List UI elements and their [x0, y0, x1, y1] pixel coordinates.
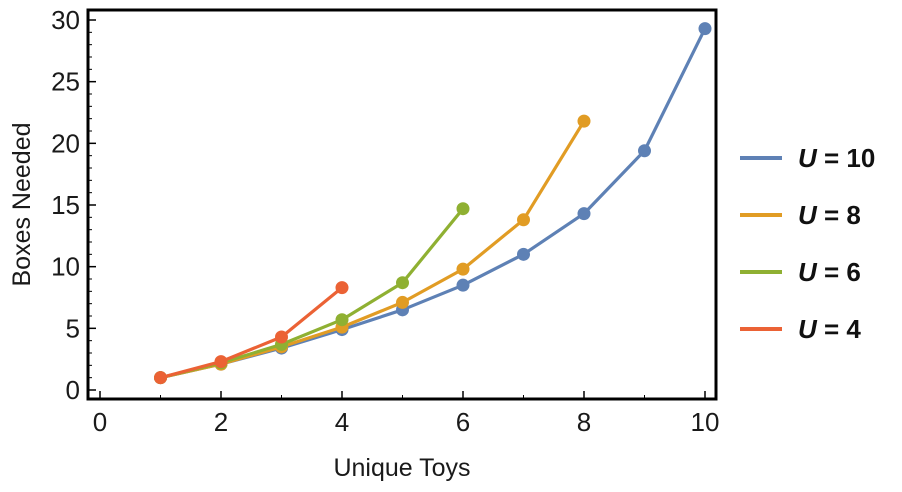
legend-item: U = 6	[740, 257, 861, 287]
x-tick-label: 10	[691, 407, 720, 437]
series-line	[160, 286, 344, 380]
legend-variable: U	[798, 200, 818, 230]
legend-value: = 8	[817, 200, 861, 230]
legend-variable: U	[798, 314, 818, 344]
data-point	[154, 371, 167, 385]
legend-item: U = 4	[740, 314, 861, 344]
x-tick-label: 6	[456, 407, 470, 437]
y-tick-label: 10	[51, 252, 80, 282]
data-point	[396, 295, 409, 309]
y-tick-label: 0	[66, 375, 80, 405]
data-point	[638, 144, 651, 158]
legend-item: U = 10	[740, 143, 875, 173]
plot-frame	[86, 8, 718, 401]
data-point	[456, 278, 470, 292]
data-point	[396, 276, 409, 290]
legend-value: = 4	[817, 314, 862, 344]
data-point	[335, 281, 349, 295]
data-point	[335, 313, 349, 327]
legend-label: U = 4	[798, 314, 861, 344]
data-point	[275, 330, 288, 344]
x-axis-label: Unique Toys	[333, 454, 470, 482]
x-tick-label: 0	[93, 407, 107, 437]
data-point	[517, 247, 530, 261]
data-point	[577, 114, 591, 128]
y-tick-label: 25	[51, 67, 80, 97]
legend-label: U = 10	[798, 143, 875, 173]
legend-variable: U	[798, 143, 818, 173]
series-line	[160, 27, 707, 380]
legend-variable: U	[798, 257, 818, 287]
x-tick-label: 2	[214, 407, 228, 437]
series-u-10	[154, 22, 712, 385]
legend-value: = 10	[817, 143, 876, 173]
legend-item: U = 8	[740, 200, 861, 230]
data-point	[698, 22, 712, 36]
y-tick-label: 30	[51, 5, 80, 35]
y-tick-label: 15	[51, 190, 80, 220]
series	[154, 22, 712, 385]
series-u-4	[154, 281, 349, 385]
legend-value: = 6	[817, 257, 861, 287]
data-point	[456, 202, 470, 216]
data-point	[577, 207, 591, 221]
y-tick-label: 5	[66, 313, 80, 343]
data-point	[214, 355, 228, 369]
x-tick-label: 4	[335, 407, 349, 437]
x-tick-label: 8	[577, 407, 591, 437]
y-tick-label: 20	[51, 128, 80, 158]
legend-label: U = 8	[798, 200, 861, 230]
legend-label: U = 6	[798, 257, 861, 287]
ticks: 0 2 4 6 8 10 0 5 10 15 20 25 30	[51, 5, 719, 437]
data-point	[456, 262, 470, 276]
axes	[86, 8, 718, 401]
legend: U = 10U = 8U = 6U = 4	[740, 143, 875, 344]
data-point	[517, 213, 530, 227]
y-axis-label: Boxes Needed	[8, 122, 36, 286]
